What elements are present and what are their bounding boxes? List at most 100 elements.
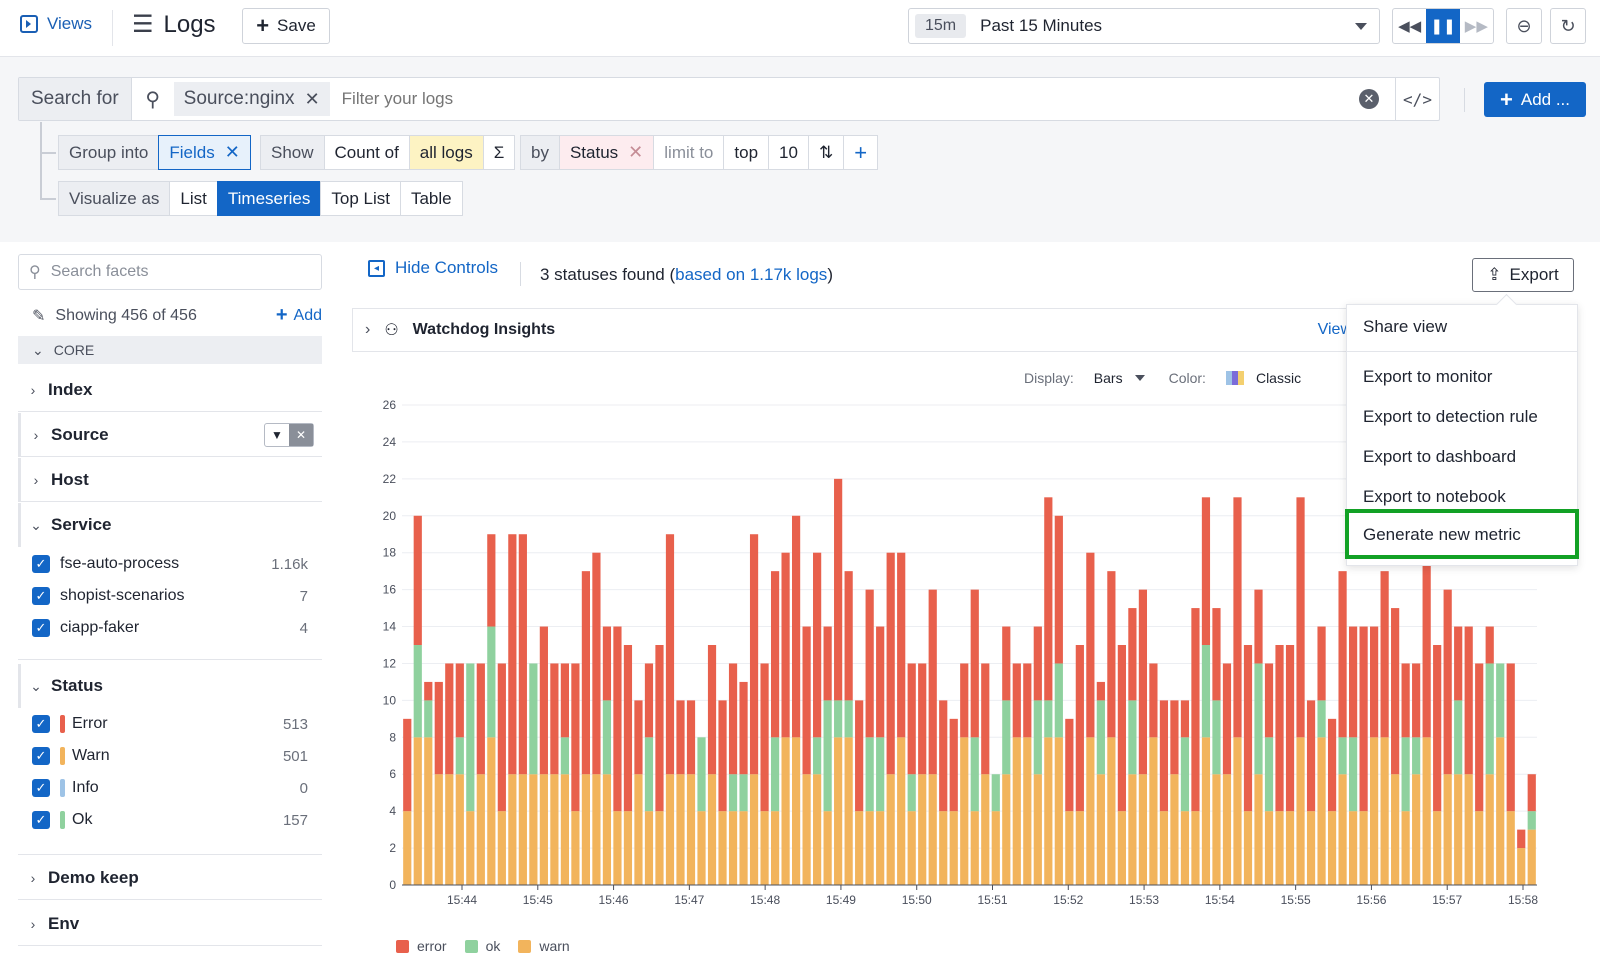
legend-item-warn[interactable]: warn <box>518 938 570 954</box>
bar-warn <box>634 774 643 885</box>
x-tick-label: 15:54 <box>1205 893 1235 907</box>
top-select[interactable]: top <box>723 135 770 170</box>
status-value[interactable]: ✓ Info 0 <box>32 774 308 802</box>
close-icon[interactable]: ✕ <box>304 88 320 109</box>
bar-warn <box>918 774 927 885</box>
viz-top-list[interactable]: Top List <box>320 181 401 216</box>
service-value[interactable]: ✓ fse-auto-process 1.16k <box>32 550 308 578</box>
core-section-header[interactable]: ⌄ CORE <box>18 336 322 364</box>
close-icon[interactable]: ✕ <box>224 142 240 162</box>
all-logs-select[interactable]: all logs <box>408 135 484 170</box>
source-filter-chip[interactable]: Source:nginx ✕ <box>173 82 330 116</box>
bar-error <box>455 663 464 738</box>
pencil-icon[interactable]: ✎ <box>32 307 46 325</box>
facet-env[interactable]: › Env <box>18 902 322 946</box>
color-select[interactable]: Classic <box>1255 370 1302 386</box>
limit-value-input[interactable]: 10 <box>768 135 809 170</box>
facet-source[interactable]: › Source ▼ ✕ <box>18 413 322 457</box>
facet-demo-keep[interactable]: › Demo keep <box>18 856 322 900</box>
status-value[interactable]: ✓ Warn 501 <box>32 742 308 770</box>
status-value[interactable]: ✓ Ok 157 <box>32 806 308 834</box>
based-on-logs-link[interactable]: based on 1.17k logs <box>675 265 828 284</box>
checkbox-checked-icon[interactable]: ✓ <box>32 555 50 573</box>
watchdog-insights-bar[interactable]: › ⚇ Watchdog Insights View <box>352 308 1352 352</box>
bar-warn <box>655 811 664 885</box>
bar-error <box>760 663 769 812</box>
menu-export-to-monitor[interactable]: Export to monitor <box>1363 367 1493 386</box>
display-select[interactable]: Bars <box>1093 370 1123 386</box>
checkbox-checked-icon[interactable]: ✓ <box>32 779 50 797</box>
bar-error <box>1348 626 1358 738</box>
checkbox-checked-icon[interactable]: ✓ <box>32 811 50 829</box>
chevron-down-icon[interactable] <box>1134 375 1145 381</box>
fast-forward-icon[interactable]: ▶▶ <box>1464 18 1488 35</box>
bar-warn <box>1065 811 1074 885</box>
y-tick-label: 2 <box>389 841 396 855</box>
save-button[interactable]: + Save <box>242 8 330 44</box>
count-of-select[interactable]: Count of <box>323 135 410 170</box>
bar-error <box>949 718 958 812</box>
checkbox-checked-icon[interactable]: ✓ <box>32 715 50 733</box>
sigma-icon[interactable]: Σ <box>482 135 516 170</box>
status-chip[interactable]: Status ✕ <box>558 135 655 170</box>
menu-export-to-dashboard[interactable]: Export to dashboard <box>1363 447 1517 466</box>
bar-error <box>813 552 822 738</box>
viz-table[interactable]: Table <box>399 181 463 216</box>
clear-icon[interactable]: ✕ <box>289 423 313 446</box>
legend-item-ok[interactable]: ok <box>464 938 500 954</box>
bar-warn <box>844 737 853 885</box>
divider <box>1464 88 1465 112</box>
bar-error <box>571 663 580 812</box>
menu-share-view[interactable]: Share view <box>1363 317 1448 336</box>
fields-chip[interactable]: Fields ✕ <box>158 135 251 170</box>
facet-status[interactable]: ⌄ Status <box>18 664 322 708</box>
views-button[interactable]: Views <box>20 14 92 34</box>
rewind-icon[interactable]: ◀◀ <box>1398 18 1422 35</box>
checkbox-checked-icon[interactable]: ✓ <box>32 587 50 605</box>
palette-swatch-icon <box>1225 371 1244 385</box>
zoom-out-icon[interactable]: ⊖ <box>1506 8 1542 44</box>
menu-generate-new-metric[interactable]: Generate new metric <box>1363 525 1521 544</box>
menu-export-to-detection-rule[interactable]: Export to detection rule <box>1363 407 1538 426</box>
add-facet-button[interactable]: + Add <box>276 304 322 327</box>
refresh-icon[interactable]: ↻ <box>1550 8 1586 44</box>
add-group-icon[interactable]: + <box>843 135 879 170</box>
x-tick-label: 15:55 <box>1281 893 1311 907</box>
bar-warn <box>686 774 696 885</box>
code-view-icon[interactable]: </> <box>1395 78 1439 120</box>
bar-warn <box>466 811 475 885</box>
service-value[interactable]: ✓ shopist-scenarios 7 <box>32 582 308 610</box>
menu-export-to-notebook[interactable]: Export to notebook <box>1363 487 1506 506</box>
facet-index[interactable]: › Index <box>18 368 322 412</box>
filter-icon[interactable]: ▼ <box>271 427 283 442</box>
time-range-picker[interactable]: 15m Past 15 Minutes <box>908 8 1380 44</box>
facet-host[interactable]: › Host <box>18 458 322 502</box>
viz-timeseries[interactable]: Timeseries <box>216 181 322 216</box>
bar-error <box>749 534 759 775</box>
color-label: Color: <box>1168 370 1206 386</box>
chevron-right-icon: › <box>365 321 371 338</box>
bar-error <box>1128 608 1137 701</box>
facet-service[interactable]: ⌄ Service <box>18 503 322 547</box>
clear-icon[interactable]: ✕ <box>1359 89 1379 109</box>
bar-warn <box>424 737 433 885</box>
hide-controls-button[interactable]: ◂ Hide Controls <box>368 258 498 278</box>
bar-warn <box>791 737 801 885</box>
y-tick-label: 22 <box>383 472 397 486</box>
filter-input[interactable] <box>329 89 1359 109</box>
bar-ok <box>487 626 496 738</box>
service-value[interactable]: ✓ ciapp-faker 4 <box>32 614 308 642</box>
facet-search-input[interactable]: ⚲ Search facets <box>18 254 322 290</box>
checkbox-checked-icon[interactable]: ✓ <box>32 619 50 637</box>
add-button[interactable]: + Add ... <box>1484 82 1586 117</box>
watchdog-label: Watchdog Insights <box>412 321 556 338</box>
watchdog-view-link[interactable]: View <box>1317 321 1352 338</box>
status-value[interactable]: ✓ Error 513 <box>32 710 308 738</box>
close-icon[interactable]: ✕ <box>628 142 644 162</box>
viz-list[interactable]: List <box>169 181 218 216</box>
export-button[interactable]: ⇪ Export <box>1472 258 1574 292</box>
legend-item-error[interactable]: error <box>396 938 447 954</box>
sort-icon[interactable]: ⇅ <box>807 135 845 170</box>
pause-icon[interactable]: ❚❚ <box>1426 9 1460 43</box>
checkbox-checked-icon[interactable]: ✓ <box>32 747 50 765</box>
